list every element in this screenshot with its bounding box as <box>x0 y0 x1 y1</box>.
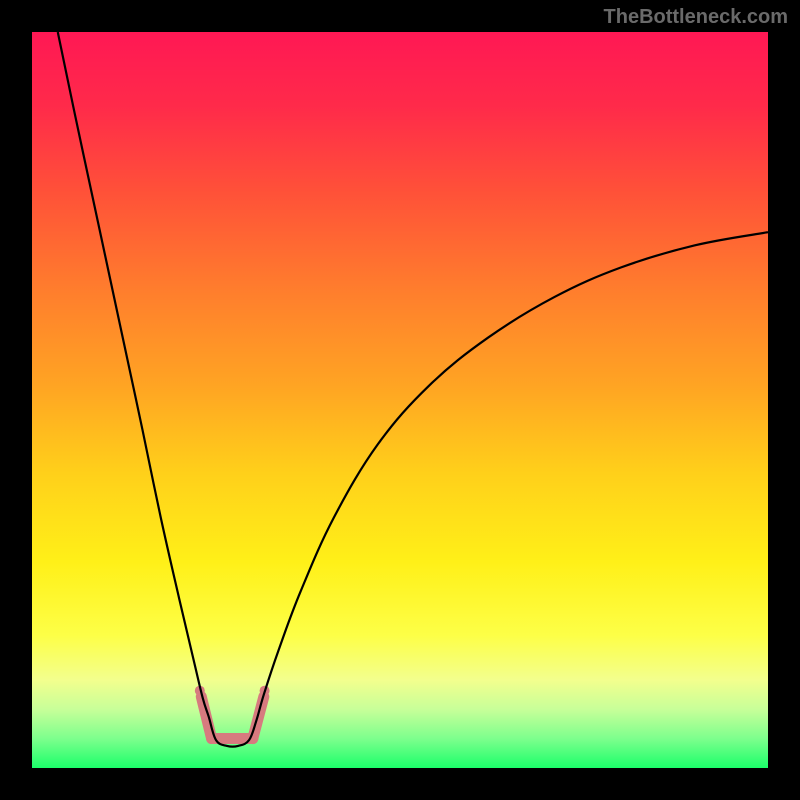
chart-container: TheBottleneck.com <box>0 0 800 800</box>
watermark-text: TheBottleneck.com <box>604 6 788 29</box>
bottleneck-curve <box>58 32 768 747</box>
plot-area <box>32 32 768 768</box>
curve-layer <box>32 32 768 768</box>
